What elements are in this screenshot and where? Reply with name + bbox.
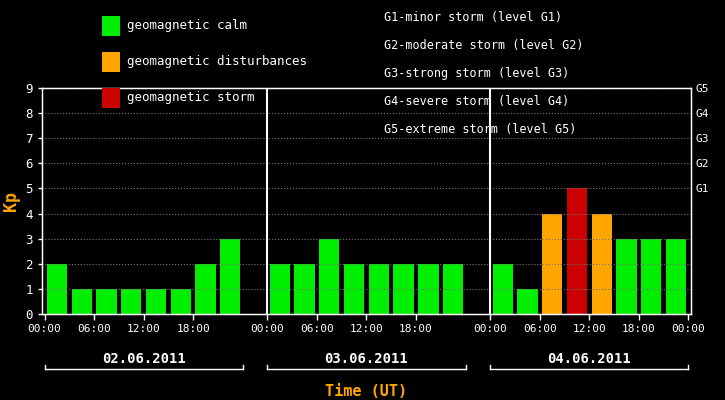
Text: 02.06.2011: 02.06.2011 xyxy=(102,352,186,366)
Bar xyxy=(369,264,389,314)
Text: G1-minor storm (level G1): G1-minor storm (level G1) xyxy=(384,12,563,24)
Bar xyxy=(270,264,290,314)
Bar xyxy=(616,239,637,314)
Bar xyxy=(220,239,241,314)
Bar xyxy=(567,188,587,314)
Y-axis label: Kp: Kp xyxy=(2,191,20,211)
Bar xyxy=(72,289,92,314)
Bar xyxy=(666,239,687,314)
Text: 04.06.2011: 04.06.2011 xyxy=(547,352,631,366)
Text: G4-severe storm (level G4): G4-severe storm (level G4) xyxy=(384,96,570,108)
Text: 03.06.2011: 03.06.2011 xyxy=(325,352,408,366)
Bar xyxy=(319,239,339,314)
Bar xyxy=(195,264,215,314)
Bar xyxy=(443,264,463,314)
Text: G3-strong storm (level G3): G3-strong storm (level G3) xyxy=(384,68,570,80)
Bar xyxy=(146,289,166,314)
Text: Time (UT): Time (UT) xyxy=(326,384,407,399)
Bar xyxy=(518,289,538,314)
Bar xyxy=(542,214,563,314)
Bar xyxy=(46,264,67,314)
Text: geomagnetic calm: geomagnetic calm xyxy=(127,20,247,32)
Bar xyxy=(592,214,612,314)
Bar xyxy=(641,239,661,314)
Bar xyxy=(96,289,117,314)
Bar xyxy=(121,289,141,314)
Text: G5-extreme storm (level G5): G5-extreme storm (level G5) xyxy=(384,124,576,136)
Bar xyxy=(492,264,513,314)
Bar xyxy=(344,264,364,314)
Text: G2-moderate storm (level G2): G2-moderate storm (level G2) xyxy=(384,40,584,52)
Bar xyxy=(394,264,414,314)
Bar xyxy=(418,264,439,314)
Text: geomagnetic storm: geomagnetic storm xyxy=(127,92,254,104)
Bar xyxy=(294,264,315,314)
Bar xyxy=(170,289,191,314)
Text: geomagnetic disturbances: geomagnetic disturbances xyxy=(127,56,307,68)
